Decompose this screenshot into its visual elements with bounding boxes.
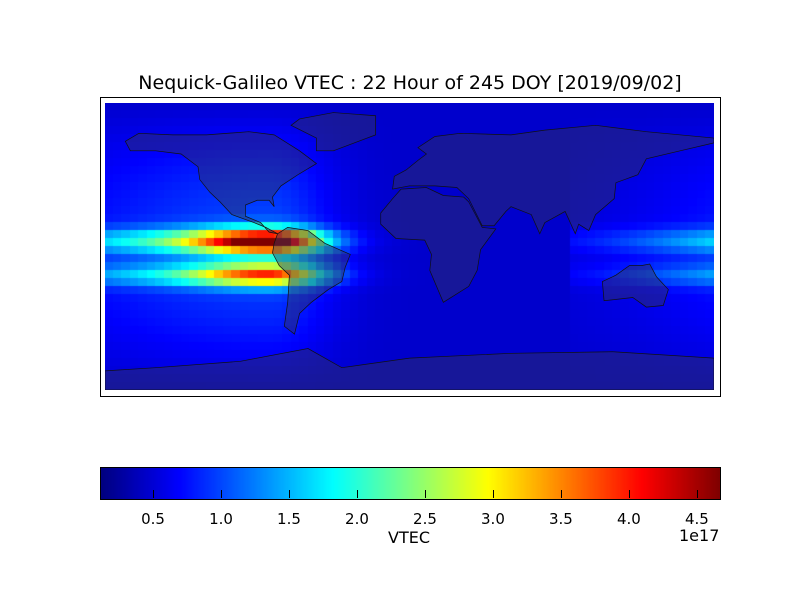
colorbar-exponent: 1e17 [679,526,720,545]
colorbar-tick-label: 3.5 [548,510,573,528]
colorbar-tick-mark [424,490,426,498]
landmass-eurasia [392,124,714,235]
colorbar-tick-mark [288,490,290,498]
colorbar-tick-mark [153,490,155,498]
landmass-north-america [124,131,318,235]
coastlines [105,112,714,390]
landmass-africa [380,187,497,303]
vtec-heatmap [105,103,714,390]
colorbar-tick-label: 3.0 [481,510,505,528]
colorbar-tick-label: 4.0 [616,510,641,528]
colorbar-tick-label: 2.5 [413,510,437,528]
colorbar-tick-label: 4.5 [684,510,709,528]
colorbar-label: VTEC [388,528,430,547]
colorbar-tick-label: 0.5 [141,510,165,528]
colorbar-tick-mark [628,490,630,498]
colorbar-tick-mark [221,490,222,498]
landmass-greenland [290,112,377,152]
colorbar-tick-mark [560,490,562,498]
colorbar-tick-label: 2.0 [345,510,369,528]
colorbar-tick-mark [356,490,358,498]
landmass-antarctica [105,348,714,390]
landmass-south-america [272,227,351,335]
colorbar-tick-mark [696,490,698,498]
landmass-australia [601,263,669,308]
colorbar [100,467,721,500]
colorbar-tick-label: 1.5 [277,510,301,528]
colorbar-tick-mark [492,490,494,498]
colorbar-tick-label: 1.0 [209,510,233,528]
chart-title: Nequick-Galileo VTEC : 22 Hour of 245 DO… [138,72,682,94]
